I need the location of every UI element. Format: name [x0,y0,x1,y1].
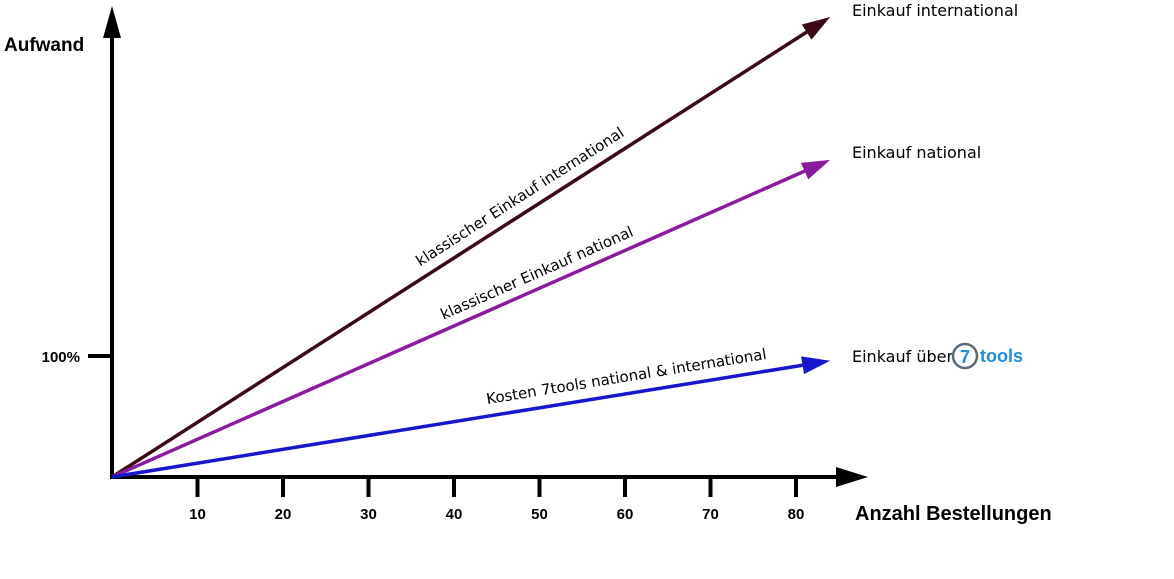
y-ticks: 100% [42,349,112,366]
x-axis-title: Anzahl Bestellungen [855,503,1052,525]
x-tick-label-50: 50 [531,506,548,523]
logo-digit: 7 [960,347,970,367]
logo-ring [951,342,979,370]
x-axis: Anzahl Bestellungen 10 20 30 40 50 60 70 80 [110,467,1052,525]
x-tick-label-30: 30 [360,506,377,523]
series-arrowhead-tools [801,356,831,375]
series-line-nat [111,169,806,479]
series-line-tools [111,363,803,479]
end-label-nat: Einkauf national [852,143,981,162]
y-axis: Aufwand 100% [4,6,121,479]
x-tick-label-60: 60 [617,506,634,523]
x-tick-label-80: 80 [788,506,805,523]
end-label-intl: Einkauf international [852,1,1018,20]
series-arrowhead-intl [801,17,831,40]
x-ticks: 10 20 30 40 50 60 70 80 [189,477,804,523]
y-axis-arrowhead [103,6,121,38]
y-tick-label-100: 100% [42,349,80,366]
series-nat: klassischer Einkauf national [111,159,831,479]
x-tick-label-70: 70 [702,506,719,523]
x-tick-label-40: 40 [446,506,463,523]
logo-text: tools [980,346,1023,366]
series-line-intl [111,30,808,479]
7tools-logo: 7 tools [951,342,1023,370]
end-label-tools-text: Einkauf über [852,347,953,366]
series-tools: Kosten 7tools national & international [111,345,831,479]
y-axis-title: Aufwand [4,35,84,56]
series-layer: klassischer Einkauf internationalklassis… [111,17,831,479]
x-tick-label-20: 20 [275,506,292,523]
x-tick-label-10: 10 [189,506,206,523]
end-label-tools: Einkauf über 7 tools [852,342,1023,370]
series-intl: klassischer Einkauf international [111,17,831,479]
x-axis-arrowhead [836,467,868,487]
series-arrowhead-nat [800,159,831,180]
